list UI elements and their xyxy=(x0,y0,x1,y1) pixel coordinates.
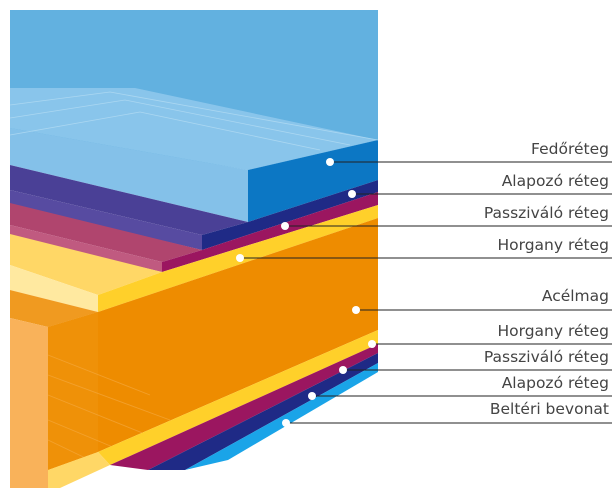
marker-dot-passivation-bottom xyxy=(339,366,347,374)
top-coat-layer xyxy=(9,10,379,222)
steel-core-layer xyxy=(10,218,378,488)
marker-dot-primer-bottom xyxy=(308,392,316,400)
marker-dot-back-coat xyxy=(282,419,290,427)
marker-dot-zinc-bottom xyxy=(368,340,376,348)
label-passivation-top: Passziváló réteg xyxy=(483,204,609,222)
marker-dot-steel-core xyxy=(352,306,360,314)
label-back-coat: Beltéri bevonat xyxy=(489,400,609,418)
label-zinc-top: Horgany réteg xyxy=(497,236,609,254)
label-top-coat: Fedőréteg xyxy=(531,140,609,158)
label-primer-top: Alapozó réteg xyxy=(501,172,609,190)
zinc-layer-bottom xyxy=(48,330,378,488)
label-primer-bottom: Alapozó réteg xyxy=(501,374,609,392)
passivation-layer-top xyxy=(10,192,378,272)
label-steel-core: Acélmag xyxy=(541,287,609,305)
primer-layer-bottom xyxy=(148,353,378,470)
marker-dot-zinc-top xyxy=(236,254,244,262)
marker-dot-top-coat xyxy=(326,158,334,166)
label-passivation-bottom: Passziváló réteg xyxy=(483,348,609,366)
marker-dot-passivation-top xyxy=(281,222,289,230)
marker-dot-primer-top xyxy=(348,190,356,198)
label-zinc-bottom: Horgany réteg xyxy=(497,322,609,340)
back-coat-layer xyxy=(185,363,378,470)
primer-layer-top xyxy=(10,165,378,250)
passivation-layer-bottom xyxy=(110,344,378,470)
